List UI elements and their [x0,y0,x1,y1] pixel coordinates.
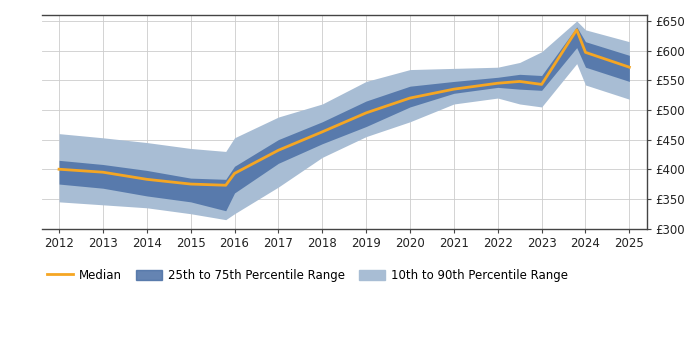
Legend: Median, 25th to 75th Percentile Range, 10th to 90th Percentile Range: Median, 25th to 75th Percentile Range, 1… [43,264,573,287]
